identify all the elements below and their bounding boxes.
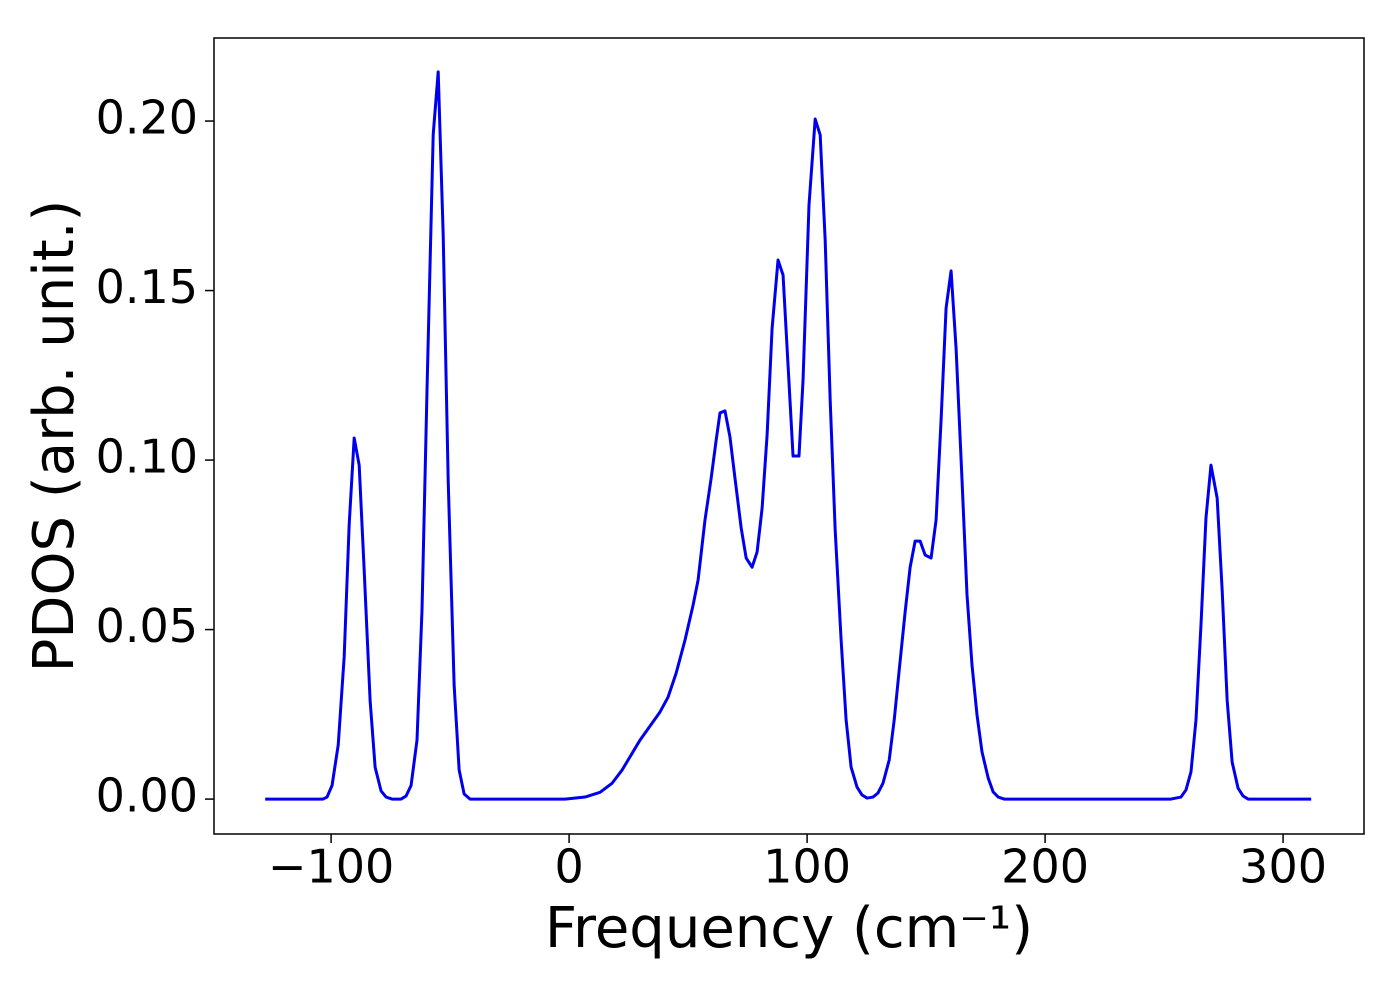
y-tick-label: 0.05 (96, 599, 198, 653)
x-axis-label: Frequency (cm⁻¹) (545, 896, 1033, 961)
y-axis-label: PDOS (arb. unit.) (22, 200, 87, 673)
y-tick-label: 0.15 (96, 260, 198, 314)
y-tick-label: 0.20 (96, 91, 198, 145)
plot-frame (213, 37, 1365, 835)
x-tick-label: 200 (1001, 840, 1089, 894)
x-tick-label: 300 (1239, 840, 1327, 894)
x-tick-label: −100 (268, 840, 394, 894)
data-line (265, 70, 1312, 801)
x-tick-label: 100 (763, 840, 851, 894)
x-tick-label: 0 (554, 840, 583, 894)
y-tick-label: 0.00 (96, 769, 198, 823)
y-tick-label: 0.10 (96, 430, 198, 484)
